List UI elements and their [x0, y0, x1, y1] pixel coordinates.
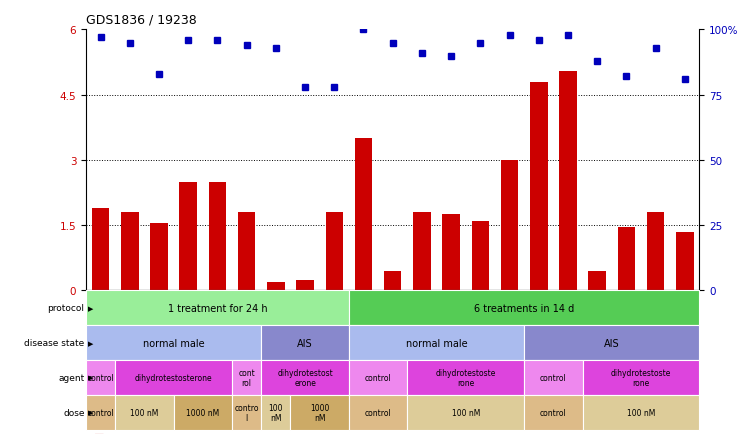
Text: 1000
nM: 1000 nM — [310, 403, 329, 422]
Bar — [261, 395, 290, 430]
Bar — [524, 326, 699, 360]
Bar — [121, 213, 138, 291]
Bar — [589, 271, 606, 291]
Bar — [86, 326, 261, 360]
Text: ▶: ▶ — [88, 340, 93, 346]
Bar — [86, 395, 115, 430]
Text: control: control — [365, 373, 391, 382]
Bar — [524, 360, 583, 395]
Bar — [115, 395, 174, 430]
Bar — [442, 215, 460, 291]
Text: dose: dose — [63, 408, 85, 417]
Text: dihydrotestoste
rone: dihydrotestoste rone — [435, 368, 496, 387]
Text: 100 nM: 100 nM — [452, 408, 480, 417]
Bar — [413, 213, 431, 291]
Bar — [583, 395, 699, 430]
Bar — [560, 72, 577, 291]
Bar — [500, 161, 518, 291]
Bar — [261, 360, 349, 395]
Bar — [408, 395, 524, 430]
Bar — [232, 395, 261, 430]
Bar — [349, 360, 408, 395]
Bar — [349, 395, 408, 430]
Text: control: control — [88, 373, 114, 382]
Bar — [261, 326, 349, 360]
Bar — [530, 82, 548, 291]
Text: dihydrotestost
erone: dihydrotestost erone — [278, 368, 333, 387]
Text: 100 nM: 100 nM — [627, 408, 655, 417]
Text: dihydrotestoste
rone: dihydrotestoste rone — [611, 368, 671, 387]
Text: control: control — [540, 408, 567, 417]
Text: cont
rol: cont rol — [239, 368, 255, 387]
Bar — [267, 282, 285, 291]
Bar — [209, 182, 226, 291]
Text: normal male: normal male — [143, 338, 204, 348]
Bar — [583, 360, 699, 395]
Bar — [647, 213, 664, 291]
Text: 1000 nM: 1000 nM — [186, 408, 219, 417]
Text: control: control — [88, 408, 114, 417]
Text: 6 treatments in 14 d: 6 treatments in 14 d — [474, 303, 574, 313]
Bar — [618, 228, 635, 291]
Text: GDS1836 / 19238: GDS1836 / 19238 — [86, 13, 197, 26]
Text: ▶: ▶ — [88, 409, 93, 415]
Text: normal male: normal male — [405, 338, 468, 348]
Text: protocol: protocol — [48, 304, 85, 312]
Bar — [86, 360, 115, 395]
Bar — [115, 360, 232, 395]
Text: control: control — [540, 373, 567, 382]
Bar — [232, 360, 261, 395]
Text: ■: ■ — [94, 432, 104, 434]
Bar — [150, 224, 168, 291]
Bar — [408, 360, 524, 395]
Text: dihydrotestosterone: dihydrotestosterone — [135, 373, 212, 382]
Text: 1 treatment for 24 h: 1 treatment for 24 h — [168, 303, 267, 313]
Bar — [86, 291, 349, 326]
Text: disease state: disease state — [24, 339, 85, 347]
Text: AIS: AIS — [604, 338, 619, 348]
Bar — [180, 182, 197, 291]
Text: contro
l: contro l — [234, 403, 259, 422]
Bar — [471, 221, 489, 291]
Text: 100
nM: 100 nM — [269, 403, 283, 422]
Bar — [524, 395, 583, 430]
Bar — [384, 271, 402, 291]
Bar — [174, 395, 232, 430]
Bar — [355, 139, 373, 291]
Bar — [349, 326, 524, 360]
Text: ▶: ▶ — [88, 375, 93, 381]
Bar — [676, 232, 693, 291]
Bar — [92, 208, 109, 291]
Bar — [349, 291, 699, 326]
Bar — [238, 213, 255, 291]
Text: agent: agent — [58, 373, 85, 382]
Text: AIS: AIS — [297, 338, 313, 348]
Text: 100 nM: 100 nM — [130, 408, 159, 417]
Bar — [325, 213, 343, 291]
Bar — [296, 280, 314, 291]
Bar — [290, 395, 349, 430]
Text: ▶: ▶ — [88, 305, 93, 311]
Text: control: control — [365, 408, 391, 417]
